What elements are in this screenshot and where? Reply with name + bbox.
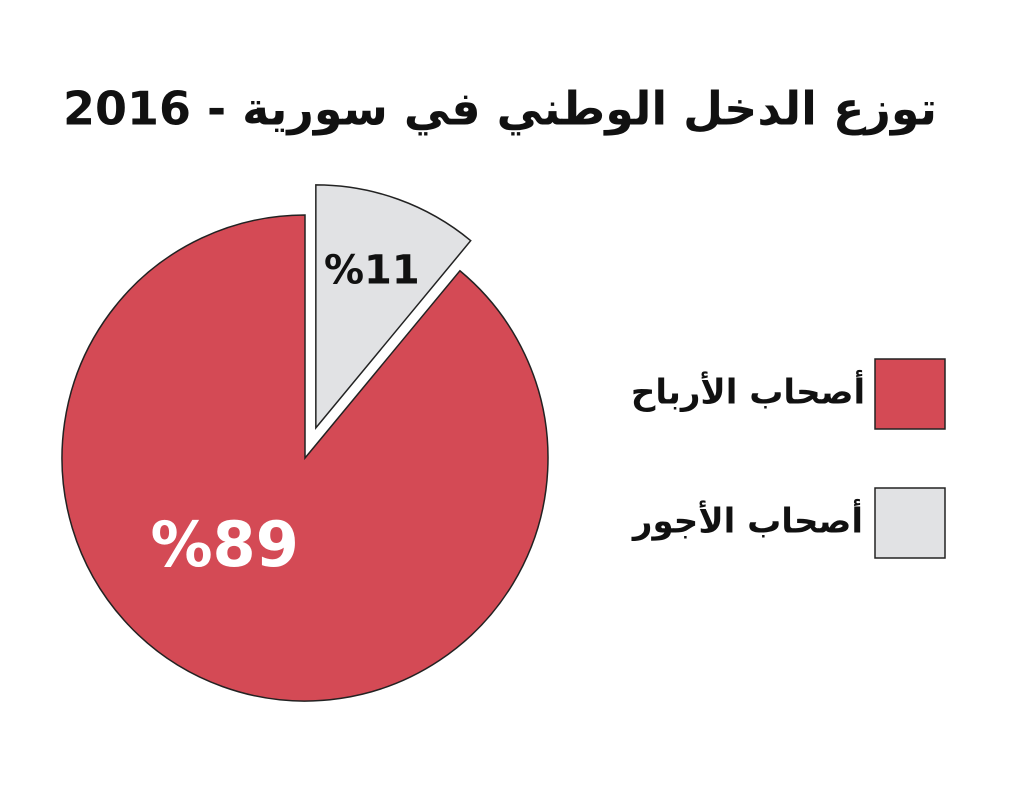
pie-slice	[61, 214, 549, 702]
chart-title: توزع الدخل الوطني في سورية - 2016	[63, 82, 937, 136]
legend-swatch	[874, 487, 946, 559]
legend-label: أصحاب الأرباح	[631, 370, 865, 413]
legend-label: أصحاب الأجور	[631, 499, 863, 542]
pie-slice	[315, 184, 472, 430]
value-label: %11	[324, 247, 420, 293]
value-label: %89	[150, 508, 298, 581]
legend-swatch	[874, 358, 946, 430]
